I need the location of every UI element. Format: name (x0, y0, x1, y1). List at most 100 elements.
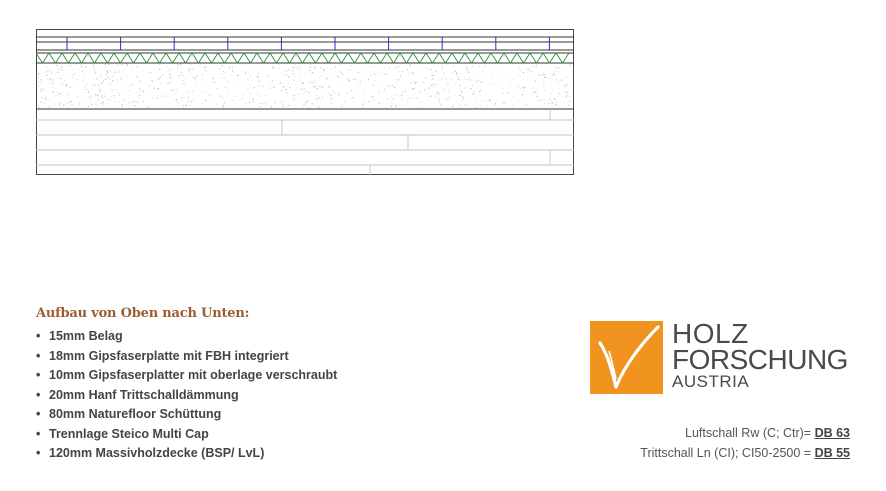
fill-grain (309, 107, 311, 109)
fill-grain (302, 82, 304, 83)
fill-grain (529, 105, 531, 107)
fill-grain (218, 68, 220, 70)
fill-grain (288, 82, 289, 84)
fill-grain (470, 88, 472, 90)
fill-grain (378, 92, 379, 94)
fill-grain (259, 95, 261, 97)
fill-grain (306, 105, 308, 107)
fill-grain (425, 78, 427, 80)
fill-grain (390, 95, 392, 97)
fill-grain (378, 90, 380, 92)
fill-grain (117, 65, 119, 67)
fill-grain (553, 74, 555, 76)
fill-grain (314, 66, 316, 68)
fill-grain (298, 69, 300, 71)
fill-grain (512, 78, 514, 80)
fill-grain (115, 103, 117, 105)
fill-grain (502, 92, 504, 94)
fill-grain (244, 73, 246, 75)
fill-grain (159, 76, 161, 78)
fill-grain (84, 91, 86, 93)
fill-grain (156, 97, 158, 99)
fill-grain (390, 101, 392, 103)
fill-grain (97, 78, 98, 79)
fill-grain (199, 64, 201, 66)
fill-grain (543, 81, 544, 82)
fill-grain (469, 79, 471, 81)
fill-grain (139, 88, 141, 90)
fill-grain (400, 95, 403, 97)
fill-grain (66, 74, 68, 76)
fill-grain (98, 84, 100, 87)
fill-grain (264, 102, 266, 104)
fill-grain (193, 94, 195, 96)
fill-grain (105, 73, 107, 75)
fill-grain (149, 71, 151, 74)
fill-grain (372, 84, 374, 86)
fill-grain (213, 64, 215, 66)
fill-grain (321, 104, 322, 106)
fill-grain (188, 63, 190, 65)
fill-grain (362, 107, 364, 109)
fill-grain (87, 95, 89, 97)
fill-grain (126, 64, 129, 67)
fill-grain (303, 93, 304, 94)
fill-grain (185, 104, 187, 106)
fill-grain (43, 102, 45, 104)
wood-boards (36, 109, 574, 175)
fill-grain (201, 78, 202, 80)
fill-grain (518, 86, 520, 87)
fill-grain (461, 91, 463, 93)
legend-item: • 80mm Naturefloor Schüttung (36, 407, 222, 421)
fill-grain (337, 76, 339, 78)
fill-grain (367, 78, 369, 80)
fill-grain (231, 70, 234, 72)
fill-grain (71, 103, 73, 105)
fill-grain (196, 75, 198, 77)
fill-grain (427, 87, 430, 89)
fill-grain (564, 92, 566, 94)
fill-grain (115, 101, 117, 103)
fill-grain (173, 90, 175, 92)
fill-grain (293, 79, 295, 81)
fill-grain (384, 73, 387, 75)
fill-grain (41, 96, 42, 98)
fill-grain (135, 75, 138, 78)
fill-grain (545, 73, 547, 75)
fill-grain (108, 99, 110, 101)
fill-grain (420, 91, 422, 93)
fill-grain (512, 95, 514, 97)
fill-grain (567, 92, 569, 94)
fill-grain (398, 79, 400, 81)
fill-grain (520, 70, 522, 71)
fill-grain (159, 76, 162, 78)
fill-grain (274, 102, 276, 104)
fill-grain (496, 94, 498, 95)
fill-grain (304, 88, 306, 90)
fill-grain (176, 64, 179, 66)
fill-grain (101, 82, 103, 85)
fill-grain (415, 106, 416, 108)
fill-grain (438, 97, 440, 99)
fill-grain (314, 82, 316, 84)
fill-grain (368, 100, 370, 103)
fill-grain (555, 67, 557, 69)
fill-grain (458, 107, 460, 108)
fill-grain (102, 101, 105, 103)
fill-grain (61, 68, 63, 71)
fill-grain (480, 81, 482, 83)
fill-grain (362, 90, 364, 92)
floor-section-drawing (36, 29, 574, 175)
fill-grain (305, 101, 307, 103)
fill-grain (61, 83, 64, 85)
fill-grain (554, 98, 556, 100)
fill-grain (174, 90, 175, 92)
fill-grain (77, 96, 79, 98)
fill-grain (249, 75, 251, 77)
fill-grain (452, 72, 454, 74)
fill-grain (414, 83, 417, 85)
fill-grain (409, 82, 411, 84)
fill-grain (48, 106, 50, 108)
fill-grain (455, 83, 457, 85)
insulation-zigzag (36, 52, 570, 64)
